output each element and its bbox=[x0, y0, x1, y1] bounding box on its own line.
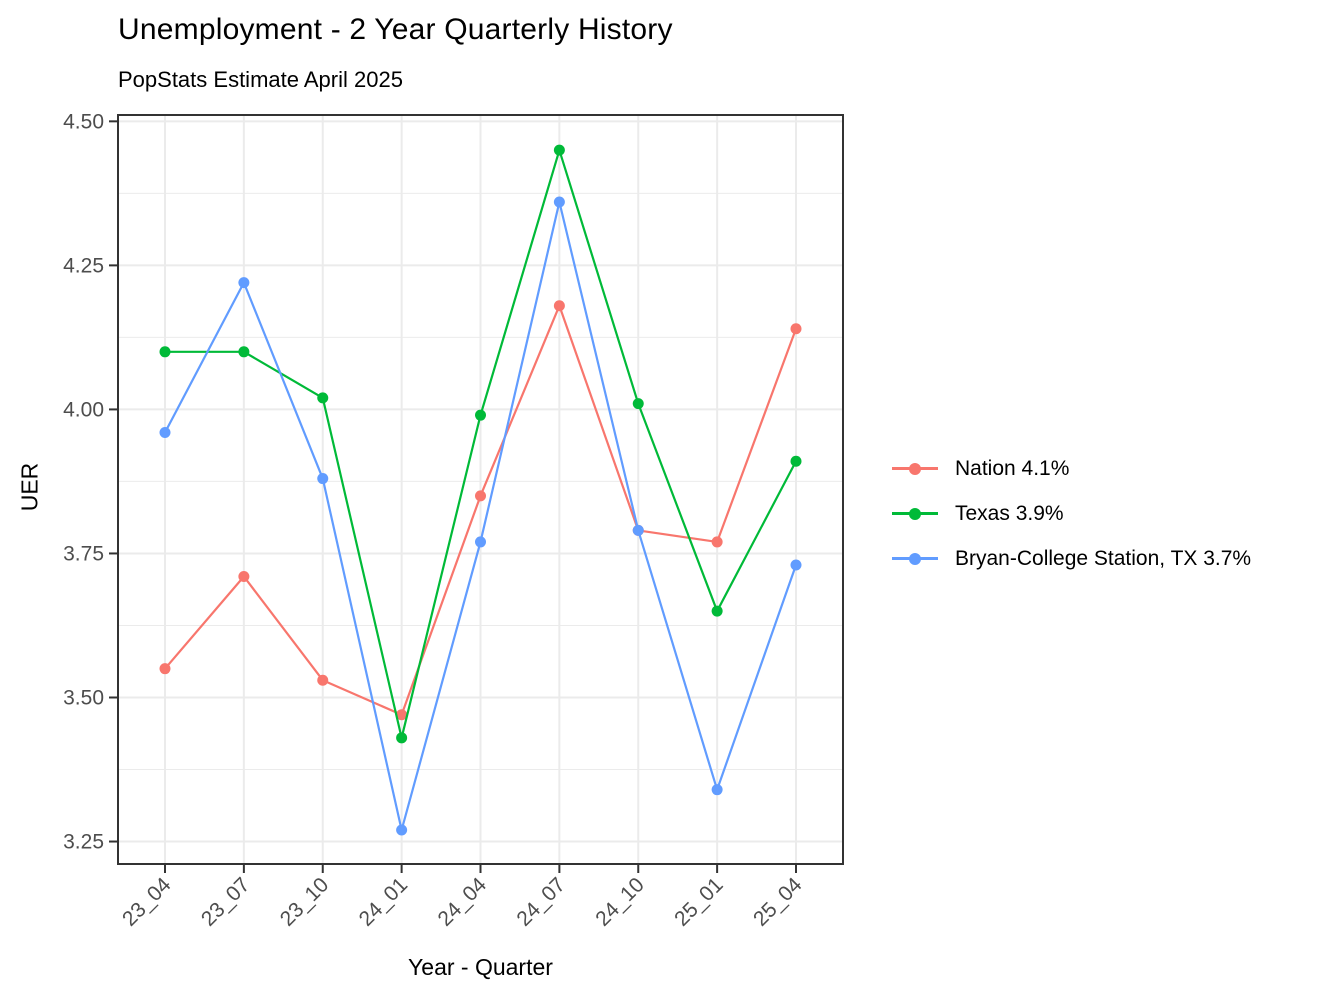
legend: Nation 4.1% Texas 3.9% Bryan-College Sta… bbox=[892, 446, 1251, 581]
data-point-nation-24_07 bbox=[553, 300, 565, 312]
y-axis-title: UER bbox=[16, 462, 43, 512]
svg-text:23_07: 23_07 bbox=[197, 873, 255, 931]
data-point-nation-25_01 bbox=[711, 536, 723, 548]
data-point-bryan-college-station-25_01 bbox=[711, 784, 723, 796]
legend-label-nation: Nation 4.1% bbox=[955, 456, 1070, 480]
data-point-bryan-college-station-23_04 bbox=[159, 426, 171, 438]
data-point-texas-23_07 bbox=[238, 346, 250, 358]
data-point-bryan-college-station-23_07 bbox=[238, 277, 250, 289]
chart-subtitle: PopStats Estimate April 2025 bbox=[118, 67, 403, 92]
x-major-gridlines bbox=[164, 115, 797, 864]
data-point-texas-24_04 bbox=[475, 409, 486, 421]
data-point-bryan-college-station-24_04 bbox=[475, 536, 486, 548]
data-point-nation-24_01 bbox=[396, 709, 408, 721]
legend-key-texas-icon bbox=[892, 504, 938, 524]
y-tick-labels: 3.25 3.50 3.75 4.00 4.25 4.50 bbox=[63, 110, 104, 853]
data-point-nation-23_10 bbox=[317, 674, 329, 686]
svg-text:23_04: 23_04 bbox=[118, 873, 176, 931]
svg-text:24_07: 24_07 bbox=[512, 873, 570, 931]
data-point-nation-23_07 bbox=[238, 570, 250, 582]
legend-label-bryan-college-station: Bryan-College Station, TX 3.7% bbox=[955, 546, 1252, 570]
legend-key-bryan-college-station-icon bbox=[892, 549, 938, 569]
svg-text:4.00: 4.00 bbox=[63, 398, 104, 421]
series-bryan-college-station bbox=[159, 196, 802, 836]
series-nation bbox=[159, 300, 802, 721]
svg-text:25_04: 25_04 bbox=[749, 873, 807, 931]
svg-text:24_10: 24_10 bbox=[591, 873, 649, 931]
svg-text:25_01: 25_01 bbox=[670, 873, 728, 931]
data-point-nation-23_04 bbox=[159, 663, 171, 675]
legend-item-bryan-college-station: Bryan-College Station, TX 3.7% bbox=[892, 536, 1251, 581]
legend-label-texas: Texas 3.9% bbox=[955, 501, 1064, 525]
y-axis-ticks bbox=[109, 120, 118, 843]
data-point-texas-24_01 bbox=[396, 732, 408, 744]
data-point-texas-24_10 bbox=[632, 398, 644, 410]
svg-text:3.75: 3.75 bbox=[63, 542, 104, 565]
data-point-texas-23_04 bbox=[159, 346, 171, 358]
data-point-texas-25_04 bbox=[790, 455, 802, 467]
svg-text:4.25: 4.25 bbox=[63, 254, 104, 277]
chart-title: Unemployment - 2 Year Quarterly History bbox=[118, 13, 673, 46]
data-point-bryan-college-station-23_10 bbox=[317, 473, 329, 485]
data-point-texas-24_07 bbox=[553, 144, 565, 156]
data-point-nation-24_04 bbox=[475, 490, 486, 502]
legend-key-nation-icon bbox=[892, 459, 938, 479]
data-point-nation-25_04 bbox=[790, 323, 802, 335]
x-tick-labels: 23_04 23_07 23_10 24_01 24_04 24_07 24_10 25_01… bbox=[118, 873, 807, 931]
legend-item-nation: Nation 4.1% bbox=[892, 446, 1251, 491]
data-point-bryan-college-station-24_01 bbox=[396, 824, 408, 836]
data-point-texas-23_10 bbox=[317, 392, 329, 404]
data-point-texas-25_01 bbox=[711, 605, 723, 617]
x-axis-title: Year - Quarter bbox=[408, 954, 553, 980]
svg-text:24_01: 24_01 bbox=[355, 873, 413, 931]
svg-text:3.50: 3.50 bbox=[63, 686, 104, 709]
svg-text:4.50: 4.50 bbox=[63, 110, 104, 133]
data-point-bryan-college-station-24_10 bbox=[632, 524, 644, 536]
svg-text:24_04: 24_04 bbox=[433, 873, 491, 931]
x-axis-ticks bbox=[164, 864, 797, 873]
series-texas bbox=[159, 144, 802, 744]
data-point-bryan-college-station-25_04 bbox=[790, 559, 802, 571]
legend-item-texas: Texas 3.9% bbox=[892, 491, 1251, 536]
data-point-bryan-college-station-24_07 bbox=[553, 196, 565, 208]
svg-text:3.25: 3.25 bbox=[63, 831, 104, 854]
svg-text:23_10: 23_10 bbox=[276, 873, 334, 931]
